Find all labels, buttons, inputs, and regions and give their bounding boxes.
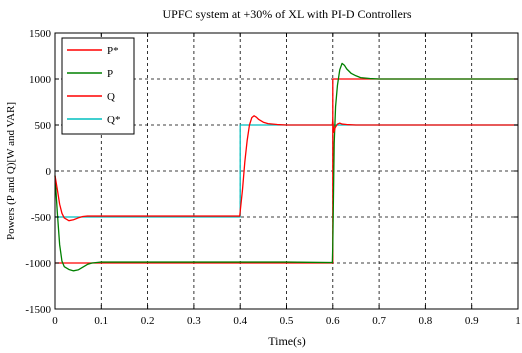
x-tick-label: 0.3 xyxy=(187,315,201,327)
legend-box xyxy=(61,37,135,135)
y-tick-label: -500 xyxy=(31,212,52,224)
y-axis-label: Powers (P and Q)[W and VAR] xyxy=(5,102,17,240)
y-tick-label: 500 xyxy=(35,120,52,132)
y-tick-label: -1000 xyxy=(25,258,51,270)
axes: 0 0.1 0.2 0.3 0.4 0.5 0.6 0.7 0.8 0.9 1 -1500 -1000 -… xyxy=(25,28,520,327)
x-tick-label: 0.4 xyxy=(233,315,247,327)
x-tick-label: 0.2 xyxy=(141,315,155,327)
x-tick-label: 0.6 xyxy=(326,315,340,327)
x-tick-label: 0.7 xyxy=(372,315,386,327)
series-lines xyxy=(54,62,518,272)
series-line-q xyxy=(54,115,518,222)
x-tick-label: 0.8 xyxy=(419,315,433,327)
y-tick-label: 0 xyxy=(46,166,52,178)
x-tick-label: 0.1 xyxy=(94,315,108,327)
legend-label-p: P xyxy=(107,68,113,80)
y-tick-label: 1000 xyxy=(29,74,52,86)
x-tick-label: 0.5 xyxy=(280,315,294,327)
y-tick-label: -1500 xyxy=(25,304,51,316)
legend: P* PQ Q* xyxy=(61,37,135,135)
series-line-p xyxy=(54,62,518,272)
x-axis-label: Time(s) xyxy=(268,334,306,348)
chart-title: UPFC system at +30% of XL with PI-D Cont… xyxy=(163,7,412,21)
legend-label-p-ref: P* xyxy=(107,45,119,57)
x-tick-label: 0.9 xyxy=(465,315,479,327)
y-tick-label: 1500 xyxy=(29,28,52,40)
x-tick-label: 0 xyxy=(52,315,58,327)
legend-label-q-ref: Q* xyxy=(107,114,120,126)
legend-label-q: Q xyxy=(107,91,115,103)
x-tick-label: 1 xyxy=(515,315,521,327)
